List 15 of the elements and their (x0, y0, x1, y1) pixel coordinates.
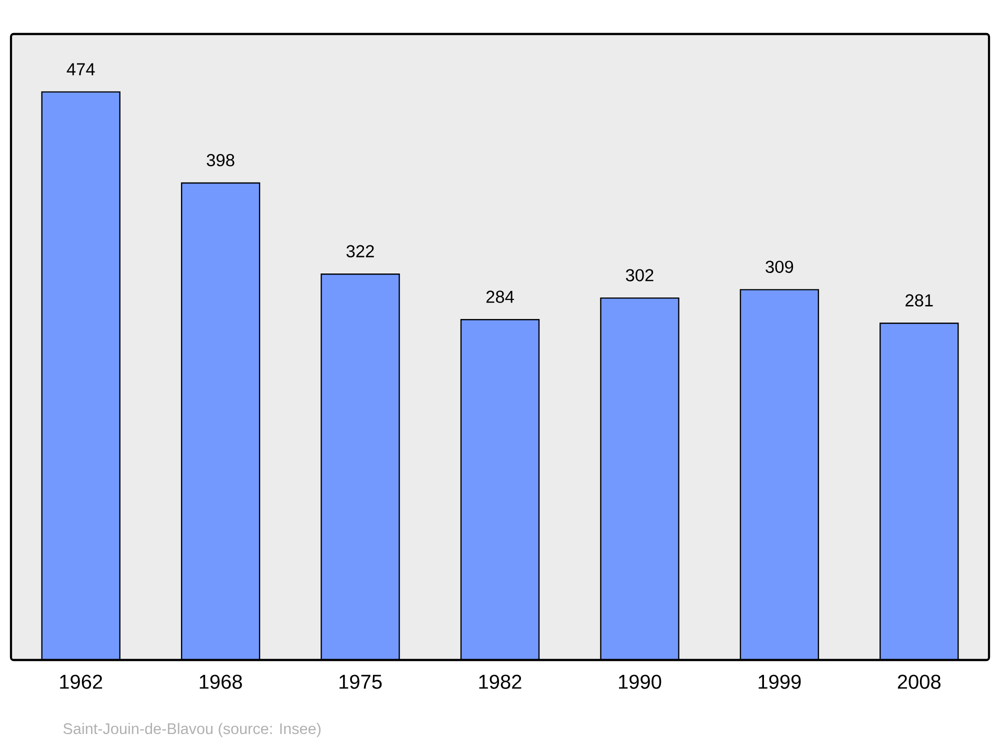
x-tick-label: 1975 (340, 674, 382, 689)
data-label: 309 (766, 260, 794, 273)
data-label: 322 (346, 245, 374, 258)
x-tick-label: 2008 (898, 674, 941, 689)
x-tick-label: 1990 (618, 674, 662, 689)
x-tick-label: 1999 (758, 674, 801, 689)
data-label: 302 (626, 269, 654, 282)
x-tick-label: 1962 (60, 674, 102, 689)
data-label: 474 (66, 63, 95, 76)
data-label: 284 (486, 290, 514, 303)
data-label: 281 (906, 294, 933, 307)
data-label: 398 (206, 154, 234, 166)
x-tick-label: 1982 (479, 674, 522, 689)
text: Saint-Jouin-de-Blavou (source: Insee) (63, 722, 321, 738)
x-tick-label: 1968 (200, 674, 242, 689)
